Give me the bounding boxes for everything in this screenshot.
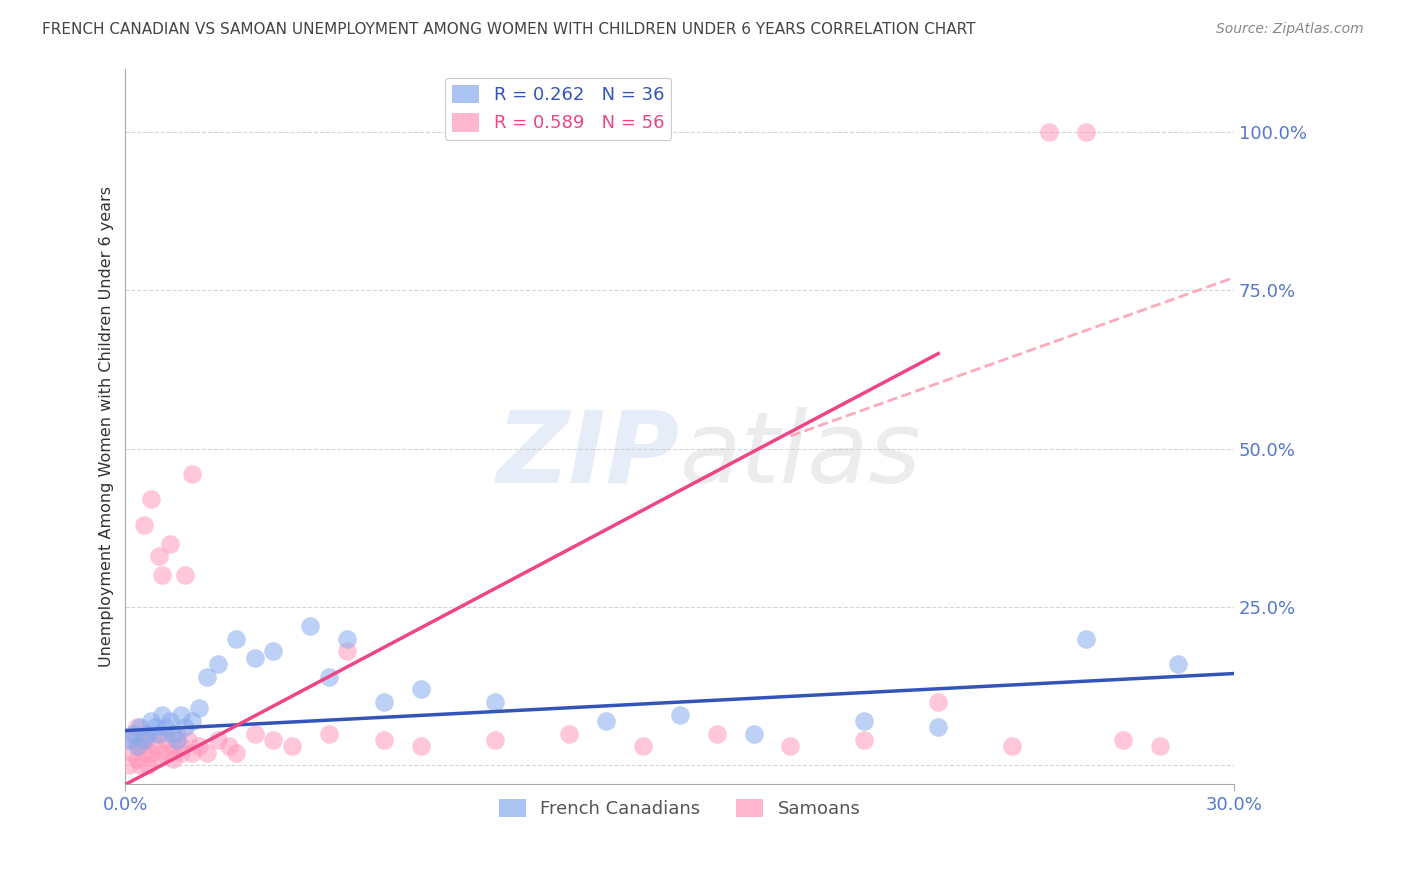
- Point: [132, 733, 155, 747]
- Point: [121, 727, 143, 741]
- Point: [162, 727, 184, 741]
- Point: [170, 746, 193, 760]
- Point: [166, 733, 188, 747]
- Point: [170, 707, 193, 722]
- Point: [336, 632, 359, 646]
- Point: [136, 733, 159, 747]
- Point: [409, 682, 432, 697]
- Point: [136, 727, 159, 741]
- Point: [853, 714, 876, 728]
- Point: [173, 720, 195, 734]
- Point: [148, 727, 170, 741]
- Point: [141, 714, 163, 728]
- Point: [409, 739, 432, 754]
- Point: [118, 733, 141, 747]
- Point: [132, 517, 155, 532]
- Point: [121, 733, 143, 747]
- Point: [143, 752, 166, 766]
- Point: [318, 670, 340, 684]
- Point: [243, 650, 266, 665]
- Point: [1149, 739, 1171, 754]
- Point: [143, 720, 166, 734]
- Point: [280, 739, 302, 754]
- Point: [125, 720, 148, 734]
- Point: [927, 695, 949, 709]
- Point: [188, 739, 211, 754]
- Point: [1074, 125, 1097, 139]
- Point: [121, 746, 143, 760]
- Point: [373, 695, 395, 709]
- Point: [125, 752, 148, 766]
- Point: [173, 568, 195, 582]
- Point: [159, 746, 181, 760]
- Point: [484, 695, 506, 709]
- Point: [927, 720, 949, 734]
- Point: [159, 537, 181, 551]
- Point: [188, 701, 211, 715]
- Text: Source: ZipAtlas.com: Source: ZipAtlas.com: [1216, 22, 1364, 37]
- Point: [631, 739, 654, 754]
- Point: [195, 746, 218, 760]
- Point: [558, 727, 581, 741]
- Point: [129, 758, 152, 772]
- Point: [195, 670, 218, 684]
- Point: [218, 739, 240, 754]
- Point: [148, 549, 170, 564]
- Point: [143, 739, 166, 754]
- Point: [170, 739, 193, 754]
- Point: [152, 746, 174, 760]
- Point: [125, 739, 148, 754]
- Point: [706, 727, 728, 741]
- Point: [1112, 733, 1135, 747]
- Point: [132, 746, 155, 760]
- Point: [853, 733, 876, 747]
- Point: [152, 568, 174, 582]
- Point: [318, 727, 340, 741]
- Point: [207, 733, 229, 747]
- Point: [1001, 739, 1024, 754]
- Point: [132, 727, 155, 741]
- Point: [155, 720, 177, 734]
- Point: [779, 739, 801, 754]
- Point: [243, 727, 266, 741]
- Point: [181, 467, 204, 481]
- Legend: French Canadians, Samoans: French Canadians, Samoans: [491, 792, 868, 825]
- Point: [225, 746, 247, 760]
- Point: [484, 733, 506, 747]
- Point: [177, 733, 200, 747]
- Point: [373, 733, 395, 747]
- Point: [668, 707, 690, 722]
- Point: [336, 644, 359, 658]
- Point: [129, 720, 152, 734]
- Point: [118, 758, 141, 772]
- Point: [162, 739, 184, 754]
- Text: ZIP: ZIP: [496, 407, 679, 504]
- Point: [262, 733, 284, 747]
- Point: [299, 619, 322, 633]
- Point: [141, 746, 163, 760]
- Point: [207, 657, 229, 671]
- Text: atlas: atlas: [679, 407, 921, 504]
- Point: [1167, 657, 1189, 671]
- Point: [155, 733, 177, 747]
- Point: [181, 714, 204, 728]
- Point: [166, 727, 188, 741]
- Point: [159, 714, 181, 728]
- Y-axis label: Unemployment Among Women with Children Under 6 years: Unemployment Among Women with Children U…: [100, 186, 114, 667]
- Point: [595, 714, 617, 728]
- Point: [136, 758, 159, 772]
- Text: FRENCH CANADIAN VS SAMOAN UNEMPLOYMENT AMONG WOMEN WITH CHILDREN UNDER 6 YEARS C: FRENCH CANADIAN VS SAMOAN UNEMPLOYMENT A…: [42, 22, 976, 37]
- Point: [148, 727, 170, 741]
- Point: [162, 752, 184, 766]
- Point: [1038, 125, 1060, 139]
- Point: [129, 739, 152, 754]
- Point: [141, 492, 163, 507]
- Point: [742, 727, 765, 741]
- Point: [1074, 632, 1097, 646]
- Point: [225, 632, 247, 646]
- Point: [181, 746, 204, 760]
- Point: [152, 707, 174, 722]
- Point: [262, 644, 284, 658]
